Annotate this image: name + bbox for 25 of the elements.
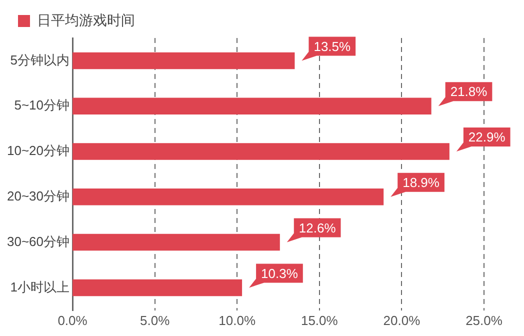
y-tick-label: 10~20分钟	[6, 143, 70, 158]
bar	[72, 98, 432, 114]
data-label: 13.5%	[314, 38, 352, 54]
bar	[72, 279, 242, 296]
x-tick-label: 25.0%	[466, 312, 503, 328]
x-tick-label: 5.0%	[140, 312, 170, 328]
y-tick-label: 5分钟以内	[10, 52, 70, 68]
y-tick-label: 1小时以上	[10, 279, 70, 294]
x-tick-label: 10.0%	[218, 312, 256, 328]
bar	[72, 188, 384, 206]
y-tick-label: 20~30分钟	[6, 188, 70, 204]
y-tick-label: 5~10分钟	[14, 98, 70, 113]
data-label: 12.6%	[298, 220, 336, 236]
data-label: 21.8%	[450, 84, 488, 100]
x-tick-label: 20.0%	[383, 312, 421, 328]
y-tick-label: 30~60分钟	[6, 234, 70, 249]
bar	[72, 52, 295, 70]
data-label: 22.9%	[468, 130, 506, 145]
bar	[72, 234, 280, 251]
data-label: 10.3%	[261, 266, 298, 281]
data-label: 18.9%	[402, 174, 440, 190]
bar	[72, 143, 450, 160]
legend-label: 日平均游戏时间	[37, 12, 135, 28]
x-tick-label: 15.0%	[300, 312, 338, 328]
x-tick-label: 0.0%	[58, 312, 88, 328]
